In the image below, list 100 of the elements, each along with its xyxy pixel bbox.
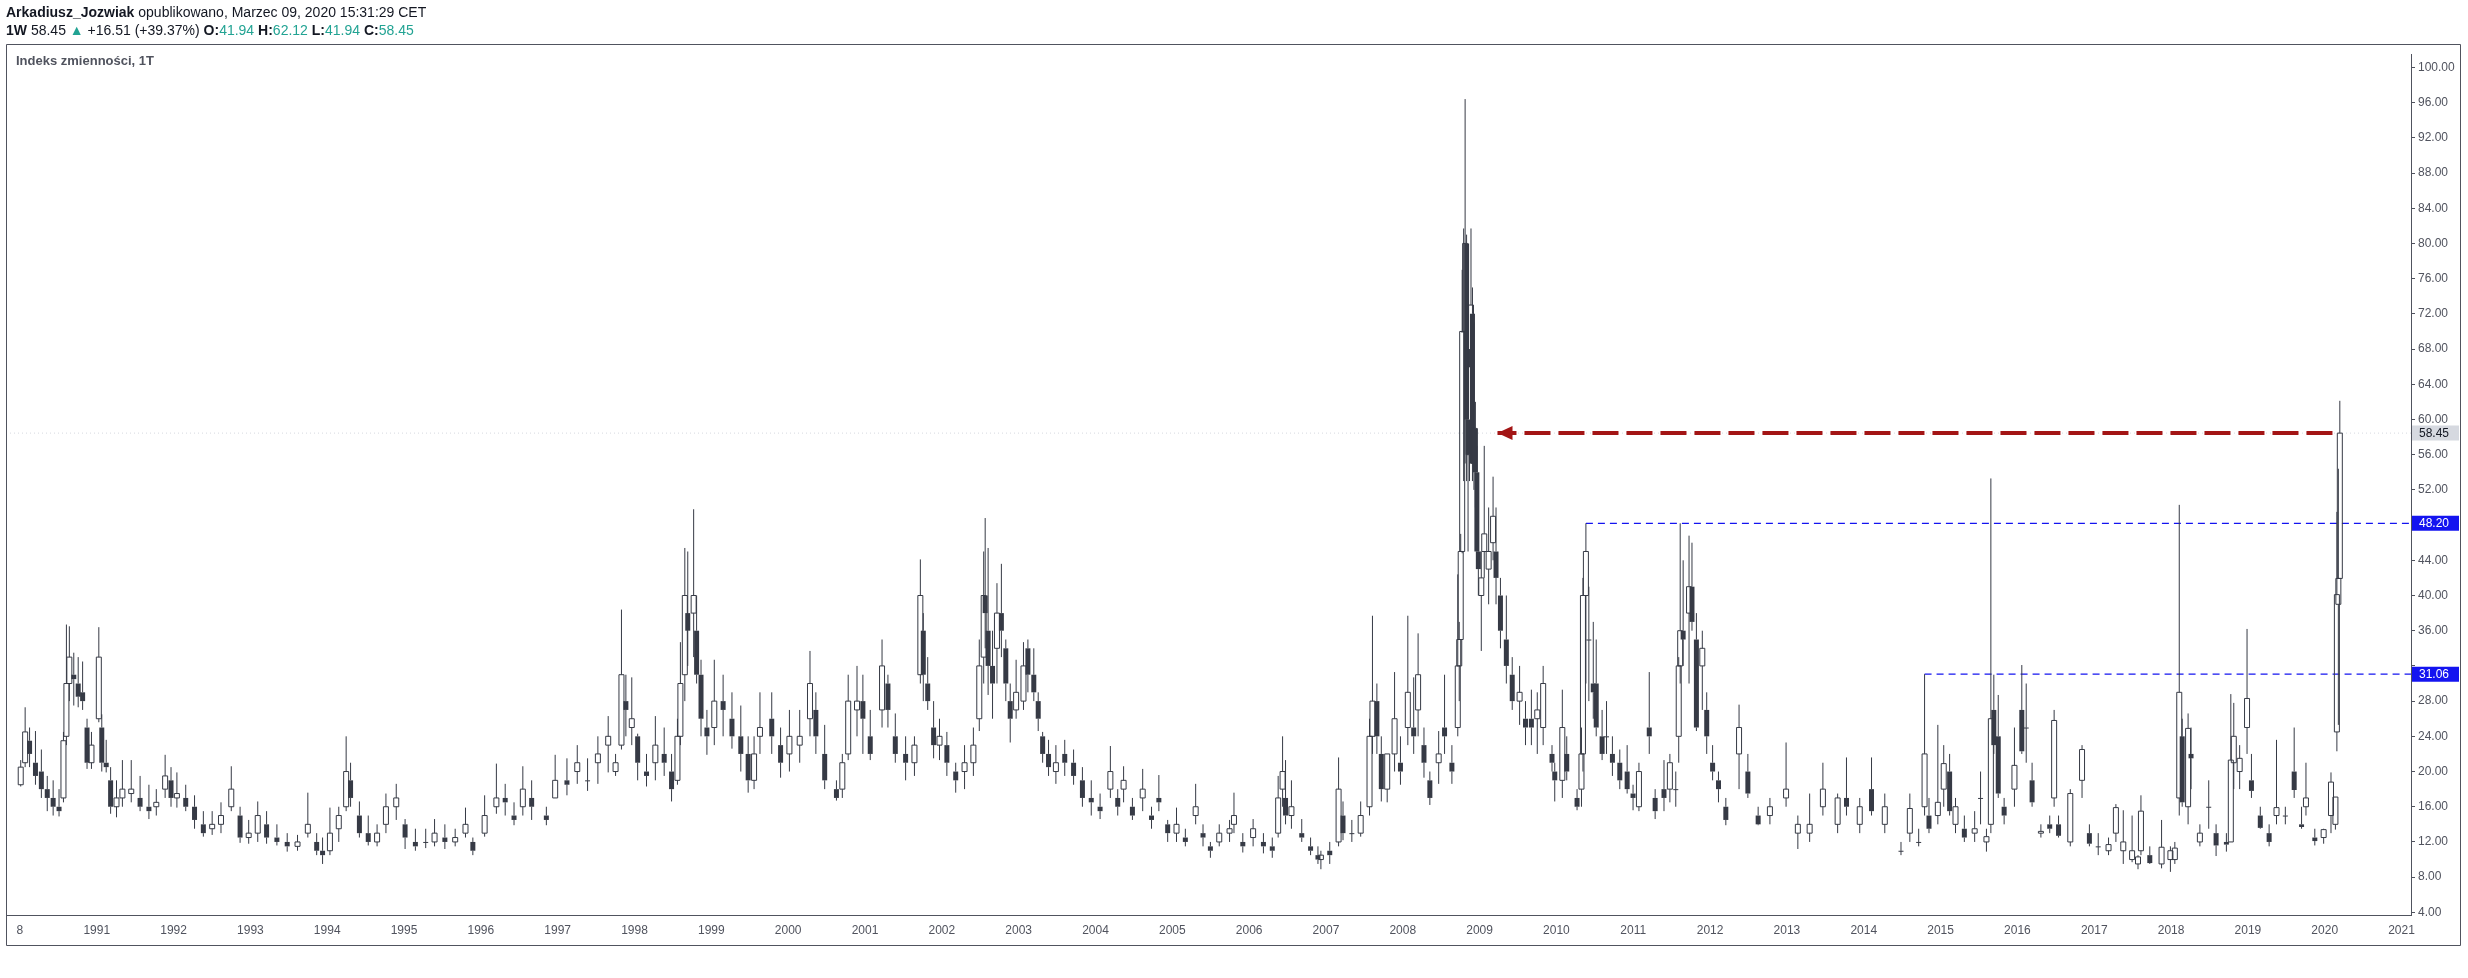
candlestick — [1906, 793, 1913, 843]
y-tick-label: 88.00 — [2418, 165, 2449, 180]
candlestick — [618, 609, 625, 751]
candlestick — [1435, 730, 1442, 785]
candlestick — [2147, 845, 2153, 864]
candlestick — [1046, 739, 1052, 777]
x-tick-label: 2011 — [1620, 922, 1647, 937]
candlestick — [217, 801, 224, 834]
candlestick — [756, 691, 763, 755]
candlestick — [146, 784, 152, 820]
candlestick — [1961, 815, 1967, 843]
candlestick — [1052, 744, 1059, 785]
x-tick-label: 2012 — [1696, 922, 1724, 937]
x-tick-label: 1994 — [313, 922, 341, 937]
candlestick — [80, 661, 86, 711]
candlestick — [2158, 819, 2165, 869]
x-tick-label: 2017 — [2080, 922, 2108, 937]
x-tick-label: 1999 — [697, 922, 725, 937]
y-tick-label: 36.00 — [2418, 623, 2449, 638]
candlestick — [192, 794, 198, 830]
candlestick — [2206, 779, 2212, 830]
y-tick-label: 76.00 — [2418, 270, 2449, 285]
y-tick-label: 20.00 — [2418, 763, 2449, 778]
candlestick — [284, 832, 290, 853]
candlestick — [1357, 800, 1364, 838]
candlestick — [1604, 700, 1610, 755]
candlestick — [961, 744, 968, 790]
candlestick — [294, 834, 301, 852]
candlestick — [103, 739, 109, 773]
candlestick — [1031, 647, 1037, 702]
candlestick — [2105, 837, 2112, 856]
y-tick-label: 16.00 — [2418, 799, 2449, 814]
candlestick — [2302, 762, 2309, 817]
candlestick — [88, 731, 95, 770]
candlestick — [1115, 788, 1121, 817]
candlestick — [1097, 793, 1103, 820]
candlestick — [137, 775, 143, 812]
candlestick — [1200, 823, 1206, 847]
candlestick — [778, 727, 784, 779]
candlestick — [1559, 689, 1566, 799]
candlestick — [1881, 793, 1888, 834]
x-tick-label: 2009 — [1466, 922, 1494, 937]
candlestick — [1062, 739, 1068, 777]
candlestick — [574, 744, 581, 785]
candlestick — [605, 715, 612, 773]
candlestick — [594, 735, 601, 785]
candlestick — [1107, 745, 1114, 799]
candlestick — [1421, 727, 1427, 779]
candlestick — [2213, 823, 2219, 857]
candlestick — [502, 783, 508, 817]
y-tick-label: 80.00 — [2418, 235, 2449, 250]
candlestick — [635, 733, 641, 781]
y-tick-label: 100.00 — [2418, 59, 2456, 74]
candlestick — [822, 724, 828, 790]
y-tick-label: 72.00 — [2418, 306, 2449, 321]
candlestick — [228, 765, 235, 812]
candlestick — [1617, 749, 1623, 790]
candlestick — [462, 807, 469, 839]
x-tick-label: 2006 — [1235, 922, 1263, 937]
x-tick-label: 1995 — [390, 922, 418, 937]
y-tick-label: 56.00 — [2418, 446, 2449, 461]
candlestick — [1404, 615, 1411, 746]
candlestick — [796, 709, 803, 764]
candlestick — [1736, 704, 1743, 790]
candlestick — [1260, 832, 1266, 854]
candlestick — [1766, 797, 1773, 825]
candlestick — [153, 788, 160, 817]
data-label: 31.06 — [2419, 667, 2450, 681]
candlestick — [1755, 806, 1761, 825]
candlestick — [845, 674, 852, 761]
candlestick — [1971, 810, 1978, 843]
candlestick — [661, 727, 667, 777]
candlestick — [892, 712, 898, 764]
candlestick — [326, 807, 333, 856]
x-tick-label: 2010 — [1543, 922, 1571, 937]
candlestick — [903, 735, 909, 781]
candlestick — [1843, 756, 1849, 817]
candlestick — [1783, 741, 1790, 808]
x-tick-label: 2002 — [928, 922, 956, 937]
candlestick — [564, 757, 570, 796]
candlestick — [2019, 664, 2025, 755]
y-tick-label: 12.00 — [2418, 834, 2449, 849]
candlestick — [511, 801, 517, 826]
candlestick — [2037, 823, 2044, 839]
candlestick — [1240, 832, 1246, 854]
candlestick — [1806, 793, 1813, 843]
candlestick — [335, 806, 342, 843]
candlestick — [412, 828, 418, 852]
candlestick — [2023, 683, 2029, 764]
y-tick-label: 64.00 — [2418, 376, 2449, 391]
candlestick — [1173, 807, 1180, 843]
candlestick — [628, 676, 635, 746]
candlestick — [1299, 818, 1305, 843]
candlestick — [2299, 806, 2305, 830]
candlestick — [264, 810, 270, 845]
candlestick — [769, 691, 775, 755]
x-tick-label: 2005 — [1158, 922, 1186, 937]
x-tick-label: 2007 — [1312, 922, 1340, 937]
x-tick-label: 1991 — [83, 922, 111, 937]
candlestick — [2029, 762, 2035, 808]
